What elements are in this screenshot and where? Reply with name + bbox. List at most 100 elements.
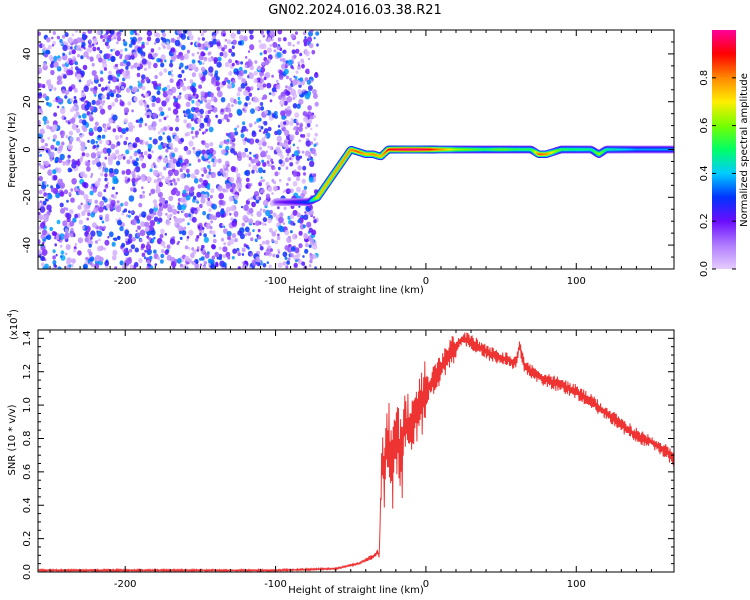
noise-dot <box>265 248 271 255</box>
noise-dot <box>214 158 218 163</box>
noise-dot <box>262 240 266 245</box>
noise-dot <box>126 159 131 165</box>
y-tick-label: 40 <box>22 48 33 61</box>
noise-dot <box>267 186 273 193</box>
noise-dot <box>110 143 116 150</box>
noise-dot <box>190 252 195 259</box>
noise-dot <box>290 246 296 252</box>
noise-dot <box>62 52 65 56</box>
noise-dot <box>103 189 107 193</box>
noise-dot <box>77 204 82 210</box>
noise-dot <box>159 233 164 239</box>
noise-dot <box>157 217 163 223</box>
noise-dot <box>83 194 89 200</box>
noise-dot <box>166 203 172 210</box>
noise-dot <box>144 123 148 127</box>
noise-dot <box>190 42 193 46</box>
noise-dot <box>191 99 195 104</box>
noise-dot <box>170 163 176 170</box>
noise-dot <box>302 134 306 138</box>
y-tick-label: -40 <box>22 237 33 253</box>
noise-dot <box>269 99 273 103</box>
noise-dot <box>131 218 137 226</box>
noise-dot <box>261 159 265 163</box>
noise-dot <box>134 181 138 185</box>
noise-dot <box>124 201 129 207</box>
noise-dot <box>286 153 290 157</box>
noise-dot <box>117 73 121 78</box>
noise-dot <box>218 253 223 258</box>
noise-dot <box>267 37 272 42</box>
noise-dot <box>211 255 215 260</box>
noise-dot <box>297 259 303 265</box>
colorbar-tick-label: 0.6 <box>699 118 710 134</box>
noise-dot <box>268 227 273 233</box>
noise-dot <box>68 192 72 196</box>
noise-dot <box>253 70 258 76</box>
noise-dot <box>145 244 152 251</box>
noise-dot <box>81 41 86 48</box>
noise-dot <box>104 260 110 267</box>
noise-dot <box>299 52 303 57</box>
noise-dot <box>229 238 235 245</box>
noise-dot <box>83 46 86 50</box>
noise-dot <box>213 234 216 238</box>
noise-dot <box>236 30 241 35</box>
noise-dot <box>283 206 287 210</box>
noise-dot <box>42 248 48 256</box>
noise-dot <box>290 89 297 96</box>
noise-dot <box>152 53 156 57</box>
noise-dot <box>54 243 57 247</box>
noise-dot <box>163 126 167 131</box>
noise-dot <box>56 105 60 109</box>
noise-dot <box>112 175 118 182</box>
noise-dot <box>66 199 69 203</box>
noise-dot <box>298 243 303 249</box>
noise-dot <box>38 212 41 216</box>
noise-dot <box>129 30 135 36</box>
noise-dot <box>283 37 287 42</box>
noise-dot <box>127 143 134 151</box>
noise-dot <box>306 221 312 228</box>
colorbar-tick-label: 0.8 <box>699 70 710 86</box>
noise-dot <box>143 150 148 156</box>
noise-dot <box>76 37 82 43</box>
noise-dot <box>302 165 307 171</box>
spectrogram-y-label: Frequency (Hz) <box>7 112 18 188</box>
colorbar-gradient <box>712 30 736 269</box>
noise-dot <box>110 199 116 206</box>
noise-dot <box>56 35 61 40</box>
noise-dot <box>128 233 133 239</box>
noise-dot <box>202 96 205 100</box>
noise-dot <box>171 152 176 158</box>
noise-dot <box>211 203 217 210</box>
noise-dot <box>158 106 163 112</box>
noise-dot <box>262 179 266 182</box>
noise-dot <box>195 261 198 265</box>
noise-dot <box>260 78 264 84</box>
noise-dot <box>290 65 294 69</box>
noise-dot <box>314 101 319 107</box>
noise-dot <box>79 157 83 162</box>
noise-dot <box>108 81 111 84</box>
noise-dot <box>266 82 272 89</box>
noise-dot <box>110 30 115 35</box>
noise-dot <box>276 51 282 58</box>
noise-dot <box>130 187 134 192</box>
noise-dot <box>78 115 82 119</box>
noise-dot <box>267 217 272 224</box>
noise-dot <box>254 60 258 64</box>
noise-dot <box>191 135 195 140</box>
noise-dot <box>145 76 150 82</box>
noise-dot <box>310 147 316 155</box>
noise-dot <box>96 144 100 148</box>
noise-dot <box>165 97 170 103</box>
noise-dot <box>112 255 117 261</box>
noise-dot <box>279 142 283 147</box>
noise-dot <box>95 147 99 151</box>
noise-dot <box>199 203 203 209</box>
noise-dot <box>163 142 167 147</box>
noise-dot <box>132 187 137 193</box>
noise-dot <box>106 147 112 154</box>
